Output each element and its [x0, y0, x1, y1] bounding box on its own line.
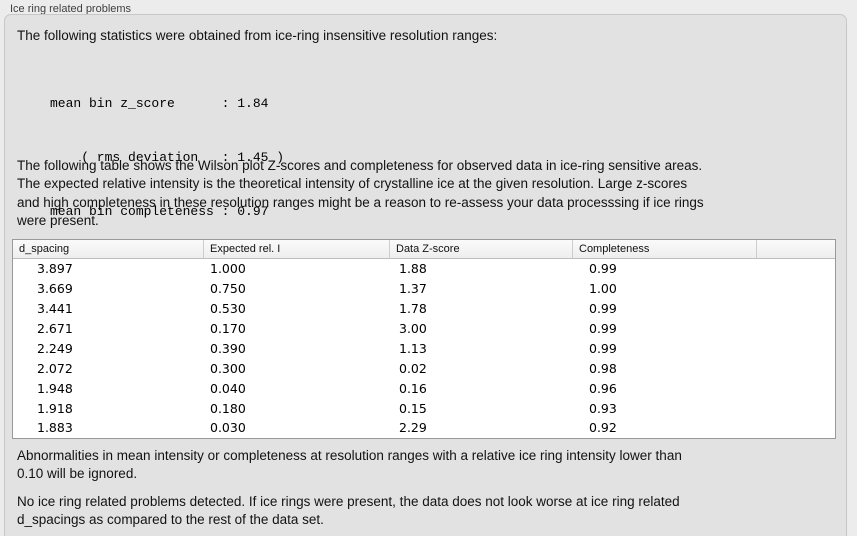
cell-d-spacing: 1.948 — [37, 380, 73, 396]
ignore-note-line: Abnormalities in mean intensity or compl… — [17, 448, 682, 463]
table-row[interactable]: 2.072 0.300 0.02 0.98 — [13, 358, 835, 378]
column-header-expected-rel-i[interactable]: Expected rel. I — [204, 240, 390, 258]
cell-data-z-score: 1.88 — [399, 261, 427, 277]
cell-data-z-score: 0.15 — [399, 400, 427, 416]
column-header-filler — [757, 240, 835, 258]
conclusion-line: No ice ring related problems detected. I… — [17, 494, 680, 509]
cell-expected-rel-i: 0.750 — [210, 281, 246, 297]
cell-data-z-score: 1.37 — [399, 281, 427, 297]
stat-line-zscore-rms: ( rms deviation : 1.45 ) — [50, 150, 285, 165]
cell-expected-rel-i: 0.030 — [210, 420, 246, 436]
cell-completeness: 0.92 — [589, 420, 617, 436]
table-row[interactable]: 1.918 0.180 0.15 0.93 — [13, 398, 835, 418]
cell-data-z-score: 3.00 — [399, 321, 427, 337]
cell-d-spacing: 1.918 — [37, 400, 73, 416]
table-row[interactable]: 2.249 0.390 1.13 0.99 — [13, 339, 835, 359]
column-header-completeness[interactable]: Completeness — [573, 240, 757, 258]
description-line: The expected relative intensity is the t… — [17, 176, 688, 192]
cell-expected-rel-i: 0.040 — [210, 380, 246, 396]
table-row[interactable]: 2.671 0.170 3.00 0.99 — [13, 319, 835, 339]
cell-d-spacing: 3.897 — [37, 261, 73, 277]
stat-line-zscore: mean bin z_score : 1.84 — [50, 96, 269, 111]
stat-line-completeness: mean bin completeness : 0.97 — [50, 204, 269, 219]
conclusion-line: d_spacings as compared to the rest of th… — [17, 512, 324, 527]
cell-completeness: 0.96 — [589, 380, 617, 396]
description-line: were present. — [17, 213, 99, 229]
description-text: The following table shows the Wilson plo… — [17, 157, 704, 231]
cell-d-spacing: 2.249 — [37, 340, 73, 356]
table-row[interactable]: 1.883 0.030 2.29 0.92 — [13, 418, 835, 438]
table-row[interactable]: 3.897 1.000 1.88 0.99 — [13, 259, 835, 279]
cell-completeness: 0.99 — [589, 261, 617, 277]
table-body: 3.897 1.000 1.88 0.99 3.669 0.750 1.37 1… — [13, 259, 835, 438]
cell-data-z-score: 1.13 — [399, 340, 427, 356]
cell-data-z-score: 1.78 — [399, 301, 427, 317]
description-line: and high completeness in these resolutio… — [17, 194, 704, 210]
ignore-note-line: 0.10 will be ignored. — [17, 466, 138, 481]
cell-d-spacing: 2.671 — [37, 321, 73, 337]
cell-expected-rel-i: 0.180 — [210, 400, 246, 416]
cell-expected-rel-i: 0.390 — [210, 340, 246, 356]
intro-text: The following statistics were obtained f… — [17, 28, 498, 43]
cell-d-spacing: 3.441 — [37, 301, 73, 317]
panel-title: Ice ring related problems — [10, 3, 132, 15]
cell-d-spacing: 1.883 — [37, 420, 73, 436]
table-row[interactable]: 3.441 0.530 1.78 0.99 — [13, 299, 835, 319]
cell-completeness: 0.99 — [589, 340, 617, 356]
ice-ring-table: d_spacing Expected rel. I Data Z-score C… — [12, 239, 836, 439]
table-row[interactable]: 1.948 0.040 0.16 0.96 — [13, 378, 835, 398]
table-row[interactable]: 3.669 0.750 1.37 1.00 — [13, 279, 835, 299]
cell-completeness: 0.99 — [589, 301, 617, 317]
cell-completeness: 0.98 — [589, 360, 617, 376]
cell-data-z-score: 0.16 — [399, 380, 427, 396]
conclusion-text: No ice ring related problems detected. I… — [17, 493, 680, 529]
cell-expected-rel-i: 0.300 — [210, 360, 246, 376]
cell-expected-rel-i: 0.530 — [210, 301, 246, 317]
cell-expected-rel-i: 0.170 — [210, 321, 246, 337]
cell-completeness: 0.99 — [589, 321, 617, 337]
description-line: The following table shows the Wilson plo… — [17, 158, 703, 173]
column-header-d-spacing[interactable]: d_spacing — [13, 240, 204, 258]
cell-expected-rel-i: 1.000 — [210, 261, 246, 277]
cell-completeness: 0.93 — [589, 400, 617, 416]
cell-completeness: 1.00 — [589, 281, 617, 297]
cell-data-z-score: 0.02 — [399, 360, 427, 376]
cell-data-z-score: 2.29 — [399, 420, 427, 436]
column-header-data-z-score[interactable]: Data Z-score — [390, 240, 573, 258]
cell-d-spacing: 3.669 — [37, 281, 73, 297]
ignore-note: Abnormalities in mean intensity or compl… — [17, 447, 682, 483]
table-header-row: d_spacing Expected rel. I Data Z-score C… — [13, 240, 835, 259]
cell-d-spacing: 2.072 — [37, 360, 73, 376]
ice-ring-panel: The following statistics were obtained f… — [4, 14, 847, 536]
